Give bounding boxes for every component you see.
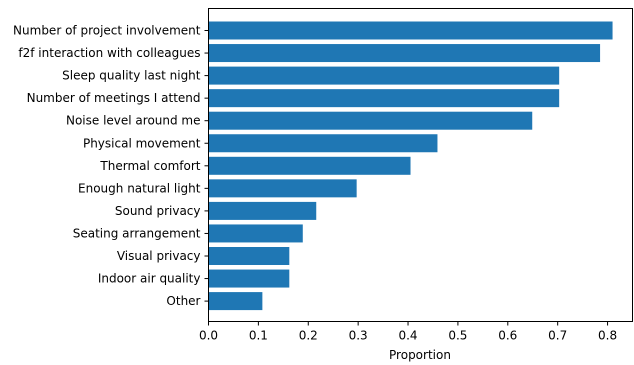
bar [208,201,317,220]
bar [208,269,290,288]
y-tick-label: Sound privacy [115,204,201,218]
y-tick-label: Visual privacy [117,249,201,263]
bar [208,66,560,85]
y-tick-label: f2f interaction with colleagues [18,46,200,60]
y-tick-label: Thermal comfort [99,159,200,173]
plot-frame [208,8,633,322]
x-tick-label: 0.0 [199,329,218,343]
bar [208,111,533,130]
x-tick-label: 0.3 [349,329,368,343]
bar [208,224,303,243]
bar [208,156,411,175]
x-axis-ticks: 0.0 0.1 0.2 0.3 0.4 0.5 0.6 0.7 0.8 [199,321,617,343]
bars-group [208,21,613,311]
bar [208,134,438,153]
y-tick-label: Other [166,294,200,308]
x-tick-label: 0.6 [498,329,517,343]
y-tick-label: Physical movement [83,136,201,150]
x-tick-label: 0.4 [398,329,417,343]
y-tick-label: Number of project involvement [13,24,201,38]
y-tick-label: Indoor air quality [98,272,201,286]
y-tick-label: Sleep quality last night [62,69,201,83]
x-tick-label: 0.7 [548,329,567,343]
bar [208,179,357,198]
bar [208,21,613,40]
bar [208,44,601,63]
y-tick-label: Enough natural light [78,181,201,195]
x-axis-label: Proportion [389,348,451,362]
bar [208,292,263,311]
x-tick-label: 0.8 [598,329,617,343]
y-tick-label: Seating arrangement [73,226,201,240]
x-tick-label: 0.1 [249,329,268,343]
y-axis-ticks: Number of project involvement f2f interac… [13,24,209,308]
x-tick-label: 0.5 [448,329,467,343]
bar [208,89,560,108]
y-tick-label: Noise level around me [66,114,201,128]
bar [208,247,290,265]
y-tick-label: Number of meetings I attend [27,91,201,105]
x-tick-label: 0.2 [299,329,318,343]
